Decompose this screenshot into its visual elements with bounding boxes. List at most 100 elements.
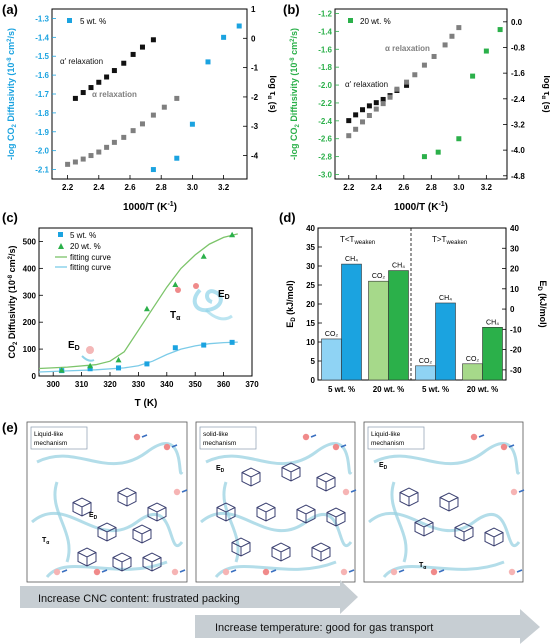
gas-molecule-tail-icon	[508, 444, 515, 448]
data-point	[96, 79, 102, 85]
y-right-tick-label: -3.2	[511, 120, 525, 129]
gas-molecule-icon	[332, 443, 340, 451]
bar-gas-label: CH₄	[486, 319, 499, 326]
y-right-tick-label: -4.8	[511, 172, 525, 181]
cnc-cube-icon	[316, 472, 336, 492]
cnc-cube-icon	[399, 487, 419, 507]
data-point	[80, 156, 86, 162]
x-tick-label: 3.2	[481, 183, 493, 192]
gas-molecule-icon	[173, 488, 181, 496]
gas-molecule-icon	[510, 488, 518, 496]
data-point	[456, 136, 462, 142]
polymer-chain	[31, 511, 184, 548]
data-point	[104, 144, 110, 150]
legend-c-5wt: 5 wt. %	[70, 231, 96, 240]
data-point	[161, 104, 167, 110]
panel-b-ylabel-right: log τα (s)	[540, 75, 550, 112]
data-point	[172, 345, 178, 351]
panel-c-ylabel: CO2 Diffusivity (10-8 cm2/s)	[7, 245, 19, 358]
gas-molecule-tail-icon	[478, 434, 485, 438]
fitting-curve	[38, 233, 238, 370]
y-right-tick-label: 0	[251, 34, 256, 43]
y-left-tick-label: 30	[306, 262, 315, 271]
bar	[321, 338, 342, 381]
y-left-tick-label: -1.8	[318, 63, 332, 72]
gas-molecule-icon	[470, 433, 478, 441]
y-right-tick-label: 20	[510, 265, 519, 274]
x-tick-label: 350	[189, 380, 203, 389]
y-left-tick-label: -1.3	[35, 14, 49, 23]
cnc-cube-icon	[72, 497, 92, 517]
gas-molecule-icon	[508, 568, 516, 576]
data-point	[387, 94, 393, 100]
data-point	[353, 112, 359, 118]
data-point	[72, 159, 78, 165]
y-right-tick-label: -1.6	[511, 69, 525, 78]
gas-molecule-icon	[390, 568, 398, 576]
data-point	[229, 231, 236, 238]
gas-molecule-icon	[342, 488, 350, 496]
data-point	[373, 100, 379, 106]
panel-b-ylabel-left: -log CO2 Diffusivity (10-8 cm2/s)	[289, 28, 301, 160]
cnc-cube-icon	[132, 524, 152, 544]
mechanism-label-box	[199, 426, 257, 450]
schematic-ed-label: ED	[89, 512, 98, 521]
data-point	[150, 37, 156, 43]
legend-fit1: fitting curve	[70, 253, 111, 262]
data-point	[435, 149, 441, 155]
data-point	[366, 112, 372, 118]
x-tick-label: 320	[103, 380, 117, 389]
cnc-cube-icon	[439, 492, 459, 512]
data-point	[130, 51, 136, 57]
y-left-tick-label: -1.6	[318, 45, 332, 54]
mechanism-label-line1: Liquid-like	[371, 431, 401, 438]
cnc-cube-icon	[326, 507, 346, 527]
polymer-chain	[36, 442, 184, 475]
panel-e-schematics: Liquid-like mechanism ED Tα solid-like mechan…	[26, 421, 525, 583]
bar	[462, 363, 483, 381]
y-right-tick-label: 1	[251, 5, 256, 14]
data-point	[404, 79, 410, 85]
x-tick-label: 3.0	[187, 183, 199, 192]
y-left-tick-label: -1.2	[318, 9, 332, 18]
data-point	[412, 72, 418, 78]
data-point	[366, 103, 372, 109]
d-right-header: T>Tweaken	[432, 235, 467, 246]
arrow-increase-cnc	[20, 580, 358, 614]
panel-b: (b) 2.2 2.4 2.6 2.8 3.0 3.2 -1.2 -1.4 -1.6 -1.8 -2…	[283, 2, 550, 213]
y-tick-label: 500	[23, 237, 37, 246]
data-point	[449, 33, 455, 39]
gas-molecule-icon	[171, 568, 179, 576]
y-left-tick-label: -2.4	[318, 117, 332, 126]
inset-ed-label-lower: ED	[68, 340, 80, 352]
polymer-chain	[368, 511, 521, 548]
data-point	[58, 367, 65, 373]
data-point	[236, 23, 242, 29]
cnc-cube-icon	[231, 537, 251, 557]
gas-molecule-tail-icon	[61, 569, 68, 573]
data-point	[380, 96, 386, 102]
y-left-tick-label: -1.6	[35, 71, 49, 80]
data-point	[115, 356, 122, 363]
x-tick-label: 2.4	[93, 183, 105, 192]
schematic-ta-label: Tα	[419, 562, 427, 571]
data-point	[87, 366, 93, 372]
legend-fit2: fitting curve	[70, 263, 111, 272]
y-left-tick-label: -2.0	[35, 147, 49, 156]
gas-molecule-icon	[222, 568, 230, 576]
gas-molecule-icon	[53, 568, 61, 576]
data-point	[87, 362, 94, 369]
gas-molecule-icon	[302, 433, 310, 441]
panel-b-marks	[346, 25, 503, 160]
panel-b-xlabel: 1000/T (K-1)	[394, 201, 448, 213]
data-point	[88, 153, 94, 159]
panel-a-marks	[65, 23, 242, 173]
y-right-tick-label: 0	[510, 305, 515, 314]
x-tick-label: 310	[75, 380, 89, 389]
y-left-tick-label: -2.6	[318, 135, 332, 144]
cnc-cube-icon	[296, 504, 316, 524]
data-point	[497, 27, 503, 33]
x-tick-label: 300	[47, 380, 61, 389]
gas-molecule-icon	[430, 568, 438, 576]
category-label: 5 wt. %	[328, 385, 355, 394]
